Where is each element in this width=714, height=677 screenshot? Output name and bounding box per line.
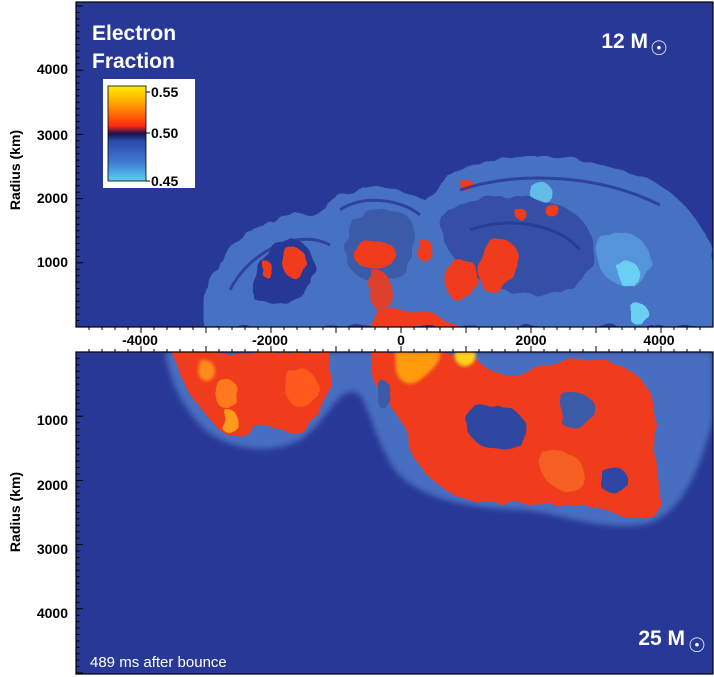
top-y-tick-1000: 1000 [37, 254, 68, 270]
x-tick-4000: 4000 [643, 332, 674, 348]
bottom-blue-pockets [378, 379, 628, 495]
bottom-plume-hot [198, 352, 476, 384]
bottom-y-axis-ticks [76, 357, 83, 674]
bottom-y-tick-labels: 1000 2000 3000 4000 [37, 412, 68, 621]
sun-symbol-icon: ☉ [650, 38, 668, 60]
time-caption: 489 ms after bounce [90, 654, 227, 671]
colorbar-tick-045: 0.45 [151, 173, 178, 189]
top-panel-frame [75, 1, 714, 328]
bottom-y-tick-4000: 4000 [37, 605, 68, 621]
colorbar-tick-055: 0.55 [151, 84, 178, 100]
top-y-tick-4000: 4000 [37, 61, 68, 77]
top-swirl-lines [228, 176, 661, 291]
top-y-axis-label: Radius (km) [7, 130, 23, 210]
colorbar-gradient [108, 86, 146, 181]
x-tick-neg2000: -2000 [252, 332, 288, 348]
bottom-y-tick-1000: 1000 [37, 412, 68, 428]
colorbar-legend: Electron Fraction 0.55 0.50 0.45 [92, 22, 195, 189]
bottom-mass-label: 25 M ☉ [638, 627, 706, 657]
top-panel [76, 2, 713, 327]
colorbar-tick-050: 0.50 [151, 125, 178, 141]
bottom-y-tick-2000: 2000 [37, 477, 68, 493]
x-tick-2000: 2000 [515, 332, 546, 348]
bottom-panel [76, 352, 713, 674]
top-y-tick-2000: 2000 [37, 190, 68, 206]
bottom-y-tick-3000: 3000 [37, 541, 68, 557]
top-mass-label: 12 M ☉ [601, 30, 668, 60]
colorbar-title-line2: Fraction [92, 50, 175, 73]
top-y-axis-ticks [76, 5, 83, 322]
colorbar-title-line1: Electron [92, 22, 176, 45]
bottom-y-axis-label: Radius (km) [7, 472, 23, 552]
x-tick-neg4000: -4000 [122, 332, 158, 348]
top-plume-red [262, 178, 559, 327]
top-y-tick-3000: 3000 [37, 127, 68, 143]
bottom-mass-text: 25 M [638, 627, 685, 650]
x-tick-0: 0 [397, 332, 405, 348]
top-y-tick-labels: 4000 3000 2000 1000 [37, 61, 68, 270]
sun-symbol-icon: ☉ [688, 635, 706, 657]
x-tick-labels: -4000 -2000 0 2000 4000 [122, 332, 675, 348]
top-mass-text: 12 M [601, 30, 648, 53]
x-axis-ticks [88, 327, 701, 352]
panel-separator [76, 327, 713, 352]
